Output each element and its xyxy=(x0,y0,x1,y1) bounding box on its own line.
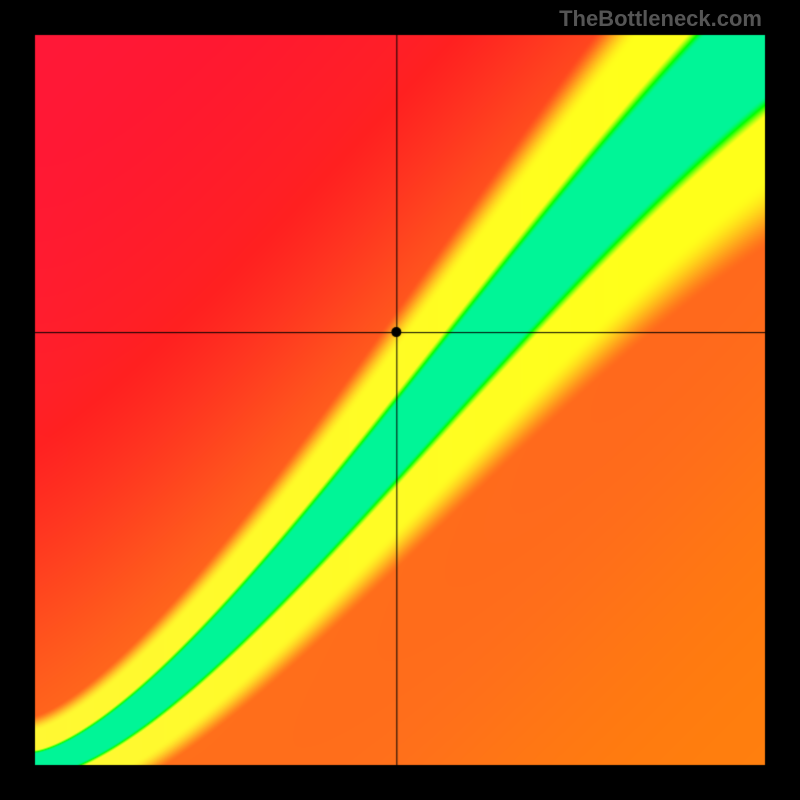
watermark-text: TheBottleneck.com xyxy=(559,6,762,32)
bottleneck-heatmap xyxy=(0,0,800,800)
